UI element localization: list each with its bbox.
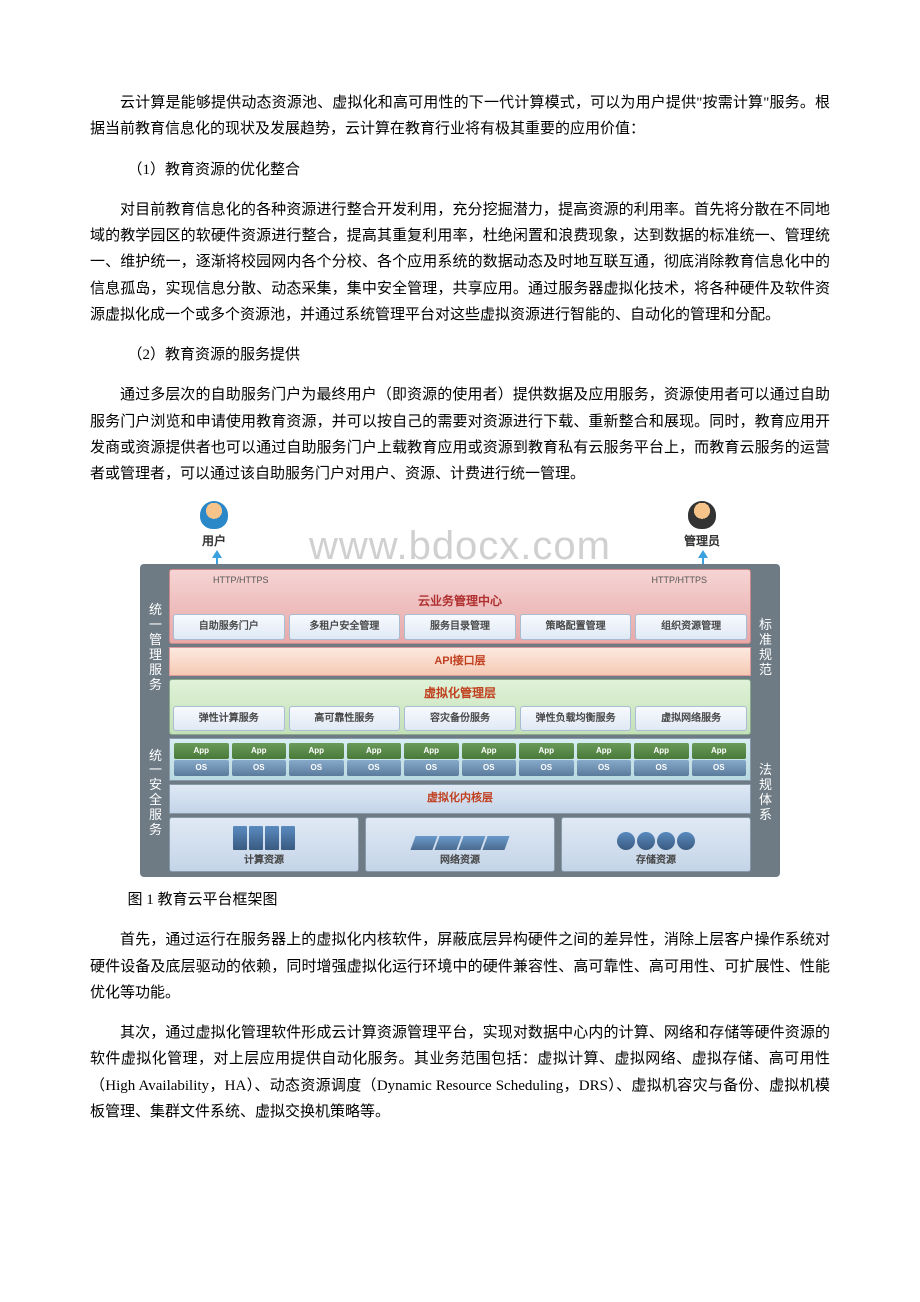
actor-user-label: 用户 [202,534,226,548]
os-box: OS [692,760,747,776]
os-box: OS [519,760,574,776]
arrow-up-icon [212,550,222,558]
app-box: App [289,743,344,759]
http-label: HTTP/HTTPS [652,573,708,589]
os-box: OS [289,760,344,776]
paragraph-intro: 云计算是能够提供动态资源池、虚拟化和高可用性的下一代计算模式，可以为用户提供"按… [90,90,830,143]
side-label: 统一管理服务 [149,603,161,693]
os-box: OS [404,760,459,776]
heading-1: （1）教育资源的优化整合 [90,157,830,183]
actor-admin: 管理员 [684,501,720,552]
app-box: App [404,743,459,759]
server-icon [233,826,247,850]
mgmt-item: 组织资源管理 [635,614,747,640]
virt-item: 容灾备份服务 [404,706,516,732]
os-box: OS [232,760,287,776]
api-layer: API接口层 [169,647,751,676]
os-box: OS [174,760,229,776]
arrow-up-icon [698,550,708,558]
app-box: App [232,743,287,759]
resource-label: 网络资源 [368,852,552,870]
app-box: App [634,743,689,759]
mgmt-title: 云业务管理中心 [173,591,747,612]
os-box: OS [347,760,402,776]
admin-icon [688,501,716,529]
virt-item: 弹性负载均衡服务 [520,706,632,732]
app-box: App [462,743,517,759]
side-label: 统一安全服务 [149,749,161,839]
side-label: 法规体系 [759,763,771,823]
mgmt-item: 服务目录管理 [404,614,516,640]
app-box: App [347,743,402,759]
kernel-layer: 虚拟化内核层 [169,784,751,813]
os-box: OS [577,760,632,776]
stack-layer: AppOS AppOS AppOS AppOS AppOS AppOS AppO… [169,738,751,781]
user-icon [200,501,228,529]
virt-title: 虚拟化管理层 [173,683,747,704]
side-label: 标准规范 [759,618,771,678]
paragraph-2: 对目前教育信息化的各种资源进行整合开发利用，充分挖掘潜力，提高资源的利用率。首先… [90,197,830,328]
network-icon [410,836,437,850]
storage-icon [617,832,635,850]
mgmt-item: 自助服务门户 [173,614,285,640]
diagram-main-box: 统一管理服务 统一安全服务 HTTP/HTTPS HTTP/HTTPS 云业务管… [140,564,780,877]
mgmt-item: 策略配置管理 [520,614,632,640]
figure-caption: 图 1 教育云平台框架图 [90,887,830,913]
right-side-column: 标准规范 法规体系 [755,569,775,872]
virt-item: 弹性计算服务 [173,706,285,732]
app-box: App [577,743,632,759]
mgmt-item: 多租户安全管理 [289,614,401,640]
virt-item: 虚拟网络服务 [635,706,747,732]
app-box: App [174,743,229,759]
app-box: App [692,743,747,759]
resource-label: 存储资源 [564,852,748,870]
paragraph-5: 其次，通过虚拟化管理软件形成云计算资源管理平台，实现对数据中心内的计算、网络和存… [90,1020,830,1125]
actor-user: 用户 [200,501,228,552]
http-label: HTTP/HTTPS [213,573,269,589]
app-box: App [519,743,574,759]
network-resource: 网络资源 [365,817,555,873]
os-box: OS [634,760,689,776]
actor-admin-label: 管理员 [684,534,720,548]
left-side-column: 统一管理服务 统一安全服务 [145,569,165,872]
management-layer: HTTP/HTTPS HTTP/HTTPS 云业务管理中心 自助服务门户 多租户… [169,569,751,643]
paragraph-3: 通过多层次的自助服务门户为最终用户（即资源的使用者）提供数据及应用服务，资源使用… [90,382,830,487]
resource-label: 计算资源 [172,852,356,870]
virt-item: 高可靠性服务 [289,706,401,732]
heading-2: （2）教育资源的服务提供 [90,342,830,368]
architecture-diagram: www.bdocx.com 用户 管理员 统一管理服务 统一安全服务 HTTP/… [140,501,780,877]
resources-layer: 计算资源 网络资源 存储资源 [169,817,751,873]
compute-resource: 计算资源 [169,817,359,873]
os-box: OS [462,760,517,776]
storage-resource: 存储资源 [561,817,751,873]
virtualization-layer: 虚拟化管理层 弹性计算服务 高可靠性服务 容灾备份服务 弹性负载均衡服务 虚拟网… [169,679,751,736]
paragraph-4: 首先，通过运行在服务器上的虚拟化内核软件，屏蔽底层异构硬件之间的差异性，消除上层… [90,927,830,1006]
